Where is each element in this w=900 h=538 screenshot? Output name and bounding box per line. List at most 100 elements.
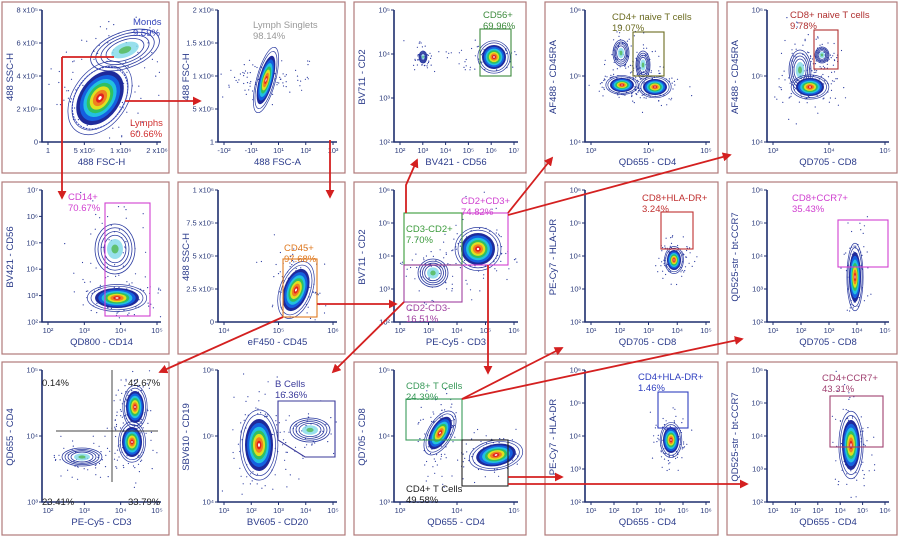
event-dot	[611, 54, 613, 56]
gate-cd45-[interactable]: CD45+97.68%	[282, 243, 318, 318]
event-dot	[495, 207, 497, 209]
event-dot	[94, 464, 96, 466]
event-dot	[99, 26, 101, 28]
event-dot	[650, 71, 652, 74]
event-dot	[658, 72, 660, 75]
event-dot	[282, 444, 284, 446]
gate-quadrant-2[interactable]: 23.41%	[42, 497, 75, 508]
event-dot	[69, 101, 71, 103]
event-dot	[83, 468, 85, 470]
event-dot	[498, 442, 500, 444]
gate-shape[interactable]	[829, 395, 884, 448]
gate-shape[interactable]	[660, 211, 694, 250]
gate-shape[interactable]	[405, 398, 463, 441]
gate-shape[interactable]	[632, 31, 665, 77]
gate-shape[interactable]	[104, 202, 151, 317]
x-axis-title: PE-Cy5 - CD3	[71, 517, 131, 528]
event-dot	[241, 493, 243, 495]
event-dot	[636, 51, 638, 53]
event-dot	[806, 102, 808, 104]
event-dot	[134, 382, 136, 384]
gate-shape[interactable]	[61, 56, 139, 139]
gate-shape[interactable]	[813, 29, 839, 70]
gate-cd56-[interactable]: CD56+69.96%	[479, 10, 516, 77]
event-dot	[664, 453, 666, 455]
event-dot	[249, 72, 251, 74]
event-dot	[834, 97, 837, 99]
y-tick-label: 10⁶	[379, 186, 390, 195]
event-dot	[141, 459, 143, 461]
event-dot	[440, 453, 442, 455]
x-tick-label: 10¹	[768, 326, 779, 335]
event-dot	[632, 100, 634, 102]
event-dot	[849, 310, 851, 312]
plot-panel-cd8-naive: 10³ 10⁴ 10⁵ 10⁴ 10⁵ 10⁶ QD705 - CD8 AF488 - CD4…	[726, 1, 898, 174]
event-dot	[249, 82, 251, 84]
panel-frame	[1, 181, 170, 355]
event-dot	[430, 416, 432, 418]
gate-shape[interactable]	[277, 400, 336, 458]
event-dot	[138, 299, 140, 301]
event-dot	[141, 121, 143, 123]
event-dot	[458, 63, 460, 65]
gate-quadrant-3[interactable]: 33.79%	[128, 497, 161, 508]
event-dot	[281, 60, 283, 62]
event-dot	[446, 393, 448, 395]
event-dot	[832, 64, 835, 66]
gate-quadrant-1[interactable]: 42.67%	[128, 378, 161, 389]
event-dot	[409, 308, 411, 310]
event-dot	[109, 137, 111, 139]
event-dot	[843, 87, 845, 89]
y-tick-label: 1 x10⁶	[193, 72, 214, 81]
event-dot	[120, 379, 122, 381]
event-dot	[653, 441, 655, 443]
event-dot	[613, 61, 615, 64]
x-tick-label: 10⁵	[327, 506, 338, 515]
event-dot	[121, 101, 123, 104]
gate-cd14-[interactable]: CD14+70.67%	[68, 192, 151, 317]
gate-name: CD3-CD2+	[406, 224, 453, 235]
gate-cd4-ccr7-[interactable]: CD4+CCR7+43.31%	[822, 373, 884, 448]
event-dot	[307, 306, 309, 308]
event-dot	[121, 136, 123, 138]
gate-cd4-hla-dr-[interactable]: CD4+HLA-DR+1.46%	[638, 372, 704, 429]
gate-quadrant-0[interactable]: 0.14%	[42, 378, 69, 389]
gate-cd2-cd3-[interactable]: CD2-CD3-16.51%	[403, 264, 463, 325]
gate-shape[interactable]	[403, 264, 463, 303]
event-dot	[464, 259, 466, 261]
event-dot	[247, 396, 249, 398]
event-dot	[285, 74, 287, 76]
event-dot	[602, 95, 604, 97]
event-dot	[696, 256, 698, 258]
event-dot	[643, 97, 645, 99]
event-dot	[873, 469, 876, 471]
event-dot	[867, 267, 869, 269]
event-dot	[680, 271, 682, 273]
event-dot	[70, 98, 72, 100]
y-tick-label: 10²	[752, 318, 763, 327]
gate-shape[interactable]	[282, 258, 318, 318]
event-dot	[107, 307, 109, 309]
gate-shape[interactable]	[657, 391, 689, 429]
event-dot	[791, 52, 793, 54]
gate-shape[interactable]	[837, 219, 889, 268]
gate-shape[interactable]	[461, 439, 509, 487]
event-dot	[243, 419, 245, 421]
gate-percentage: 16.51%	[406, 314, 439, 325]
gate-cd8-ccr7-[interactable]: CD8+CCR7+35.43%	[792, 193, 889, 268]
gate-shape[interactable]	[479, 28, 512, 77]
plot-panel-b-cells: 10¹ 10² 10³ 10⁴ 10⁵ 10⁴ 10⁵ 10⁶ BV605 - CD20 SBV6…	[177, 361, 346, 536]
event-dot	[73, 272, 75, 274]
event-dot	[142, 227, 144, 229]
event-dot	[124, 246, 126, 248]
y-tick-label: 2 x10⁵	[17, 105, 38, 114]
gate-cd8-hla-dr-[interactable]: CD8+HLA-DR+3.24%	[642, 193, 708, 250]
